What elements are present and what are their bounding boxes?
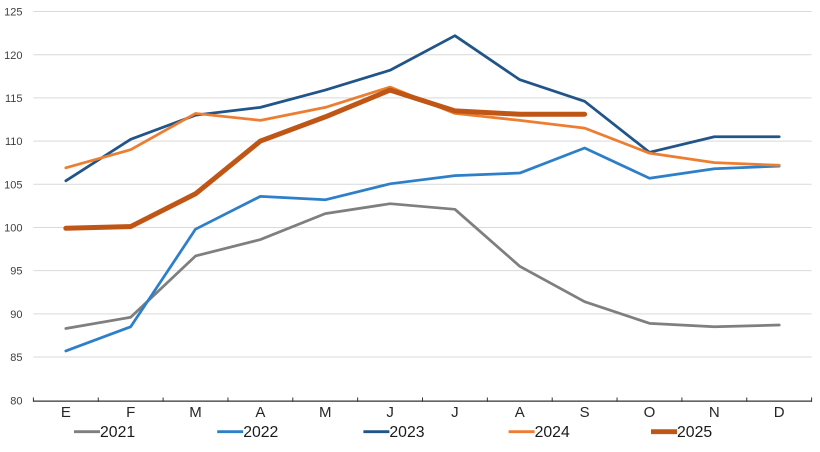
svg-text:J: J bbox=[386, 404, 394, 421]
svg-text:2024: 2024 bbox=[535, 424, 570, 441]
svg-text:120: 120 bbox=[4, 50, 22, 62]
svg-text:2025: 2025 bbox=[677, 424, 712, 441]
svg-text:O: O bbox=[644, 404, 656, 421]
svg-text:A: A bbox=[515, 404, 525, 421]
svg-text:125: 125 bbox=[4, 7, 22, 19]
svg-text:A: A bbox=[255, 404, 265, 421]
svg-text:N: N bbox=[709, 404, 720, 421]
svg-text:2023: 2023 bbox=[389, 424, 424, 441]
svg-text:115: 115 bbox=[5, 93, 23, 105]
svg-text:90: 90 bbox=[10, 309, 22, 321]
svg-text:85: 85 bbox=[10, 352, 22, 364]
svg-text:2022: 2022 bbox=[243, 424, 278, 441]
svg-text:J: J bbox=[451, 404, 459, 421]
svg-text:110: 110 bbox=[5, 136, 23, 148]
svg-text:M: M bbox=[189, 404, 202, 421]
svg-text:M: M bbox=[319, 404, 332, 421]
svg-text:D: D bbox=[774, 404, 785, 421]
svg-text:2021: 2021 bbox=[100, 424, 135, 441]
svg-text:S: S bbox=[580, 404, 590, 421]
svg-text:105: 105 bbox=[4, 179, 22, 191]
svg-text:E: E bbox=[61, 404, 71, 421]
svg-text:F: F bbox=[126, 404, 135, 421]
svg-text:95: 95 bbox=[10, 266, 22, 278]
svg-text:80: 80 bbox=[10, 395, 22, 407]
svg-text:100: 100 bbox=[4, 223, 22, 235]
